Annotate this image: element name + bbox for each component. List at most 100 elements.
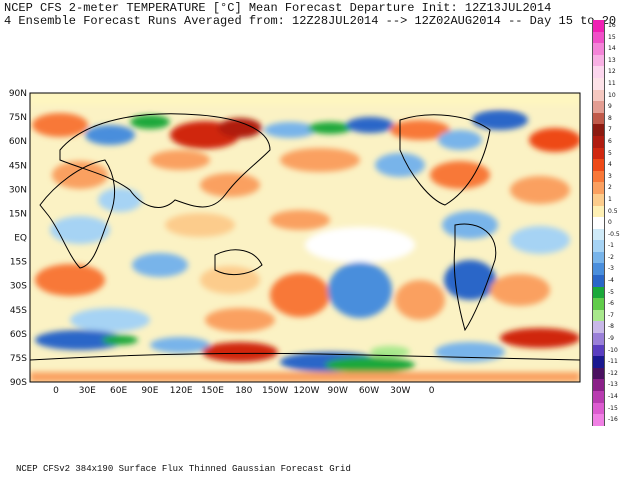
- lat-label: 60N: [9, 137, 27, 147]
- colorbar-swatch: [592, 193, 605, 206]
- colorbar-entry: -16: [592, 414, 628, 426]
- colorbar-entry: -9: [592, 333, 628, 345]
- colorbar-label: 7: [608, 126, 612, 134]
- colorbar-label: 1: [608, 195, 612, 203]
- colorbar-swatch: [592, 263, 605, 276]
- lon-label: 30E: [79, 386, 96, 396]
- colorbar: 16 15 14 13 12 11 10 9 8 7 6 5 4 3 2 1 0.5 0 -0.5 -1 -2 -3 -4 -…: [592, 20, 628, 426]
- temperature-field: [30, 93, 580, 382]
- lat-label: 15S: [10, 258, 27, 268]
- colorbar-label: 14: [608, 45, 616, 53]
- colorbar-entry: -2: [592, 251, 628, 264]
- grid-footnote: NCEP CFSv2 384x190 Surface Flux Thinned …: [16, 464, 351, 474]
- colorbar-entry: 15: [592, 31, 628, 44]
- colorbar-entry: 6: [592, 135, 628, 148]
- coastlines: [30, 113, 580, 361]
- colorbar-swatch: [592, 333, 605, 345]
- colorbar-swatch: [592, 147, 605, 160]
- colorbar-swatch: [592, 77, 605, 90]
- colorbar-entry: 8: [592, 112, 628, 125]
- lon-label: 0: [429, 386, 435, 396]
- colorbar-label: -3: [608, 265, 614, 273]
- colorbar-entry: 3: [592, 170, 628, 183]
- lat-label: 30N: [9, 185, 27, 195]
- colorbar-label: 6: [608, 137, 612, 145]
- colorbar-entry: 12: [592, 66, 628, 78]
- colorbar-label: 5: [608, 149, 612, 157]
- lat-label: 15N: [9, 209, 27, 219]
- colorbar-entry: 0: [592, 217, 628, 229]
- colorbar-label: -15: [608, 404, 618, 412]
- colorbar-label: 10: [608, 91, 616, 99]
- lat-label: 75S: [10, 354, 27, 364]
- colorbar-label: -0.5: [608, 230, 620, 238]
- colorbar-entry: 13: [592, 54, 628, 67]
- lat-label: 60S: [10, 330, 27, 340]
- colorbar-entry: 16: [592, 20, 628, 32]
- latitude-labels: 90N 75N 60N 45N 30N 15N EQ 15S 30S 45S 60S 75S 90S: [9, 89, 27, 388]
- colorbar-label: 0: [608, 219, 612, 227]
- colorbar-swatch: [592, 286, 605, 299]
- colorbar-swatch: [592, 43, 605, 55]
- colorbar-swatch: [592, 309, 605, 322]
- lon-label: 180: [235, 386, 252, 396]
- colorbar-label: -7: [608, 311, 614, 319]
- colorbar-swatch: [592, 217, 605, 229]
- colorbar-swatch: [592, 356, 605, 368]
- colorbar-entry: -11: [592, 356, 628, 368]
- title-line-1: NCEP CFS 2-meter TEMPERATURE [°C] Mean F…: [4, 1, 552, 15]
- lat-label: 45S: [10, 306, 27, 316]
- colorbar-entry: -3: [592, 263, 628, 276]
- colorbar-swatch: [592, 251, 605, 264]
- colorbar-swatch: [592, 391, 605, 403]
- colorbar-label: 8: [608, 114, 612, 122]
- colorbar-label: -1: [608, 242, 614, 250]
- lon-label: 30W: [390, 386, 410, 396]
- lat-label: 75N: [9, 113, 27, 123]
- colorbar-swatch: [592, 205, 605, 218]
- colorbar-swatch: [592, 298, 605, 310]
- colorbar-label: 4: [608, 161, 612, 169]
- colorbar-entry: 11: [592, 77, 628, 90]
- colorbar-swatch: [592, 170, 605, 183]
- colorbar-entry: -6: [592, 298, 628, 310]
- colorbar-entry: -1: [592, 240, 628, 252]
- colorbar-swatch: [592, 101, 605, 113]
- colorbar-swatch: [592, 367, 605, 380]
- colorbar-entry: -4: [592, 275, 628, 287]
- colorbar-label: -16: [608, 416, 618, 424]
- colorbar-label: -2: [608, 253, 614, 261]
- lon-label: 150E: [201, 386, 224, 396]
- colorbar-entry: 14: [592, 43, 628, 55]
- colorbar-label: 16: [608, 22, 616, 29]
- colorbar-swatch: [592, 31, 605, 44]
- colorbar-entry: -12: [592, 367, 628, 380]
- colorbar-label: 12: [608, 68, 616, 76]
- colorbar-swatch: [592, 379, 605, 391]
- lat-label: 90S: [10, 378, 27, 388]
- lon-label: 90W: [328, 386, 348, 396]
- colorbar-entry: -15: [592, 402, 628, 415]
- colorbar-swatch: [592, 66, 605, 78]
- colorbar-label: -5: [608, 288, 614, 296]
- colorbar-swatch: [592, 112, 605, 125]
- colorbar-entry: -7: [592, 309, 628, 322]
- chart-title: NCEP CFS 2-meter TEMPERATURE [°C] Mean F…: [4, 1, 616, 28]
- colorbar-label: 15: [608, 33, 616, 41]
- colorbar-entry: 9: [592, 101, 628, 113]
- colorbar-swatch: [592, 159, 605, 171]
- lon-label: 90E: [141, 386, 158, 396]
- colorbar-entry: -8: [592, 321, 628, 334]
- colorbar-swatch: [592, 124, 605, 136]
- colorbar-swatch: [592, 228, 605, 241]
- colorbar-swatch: [592, 414, 605, 426]
- colorbar-label: 13: [608, 56, 616, 64]
- colorbar-entry: 10: [592, 89, 628, 102]
- colorbar-entry: -14: [592, 391, 628, 403]
- colorbar-swatch: [592, 402, 605, 415]
- colorbar-swatch: [592, 20, 605, 32]
- colorbar-label: 11: [608, 79, 616, 87]
- colorbar-swatch: [592, 54, 605, 67]
- colorbar-entry: 7: [592, 124, 628, 136]
